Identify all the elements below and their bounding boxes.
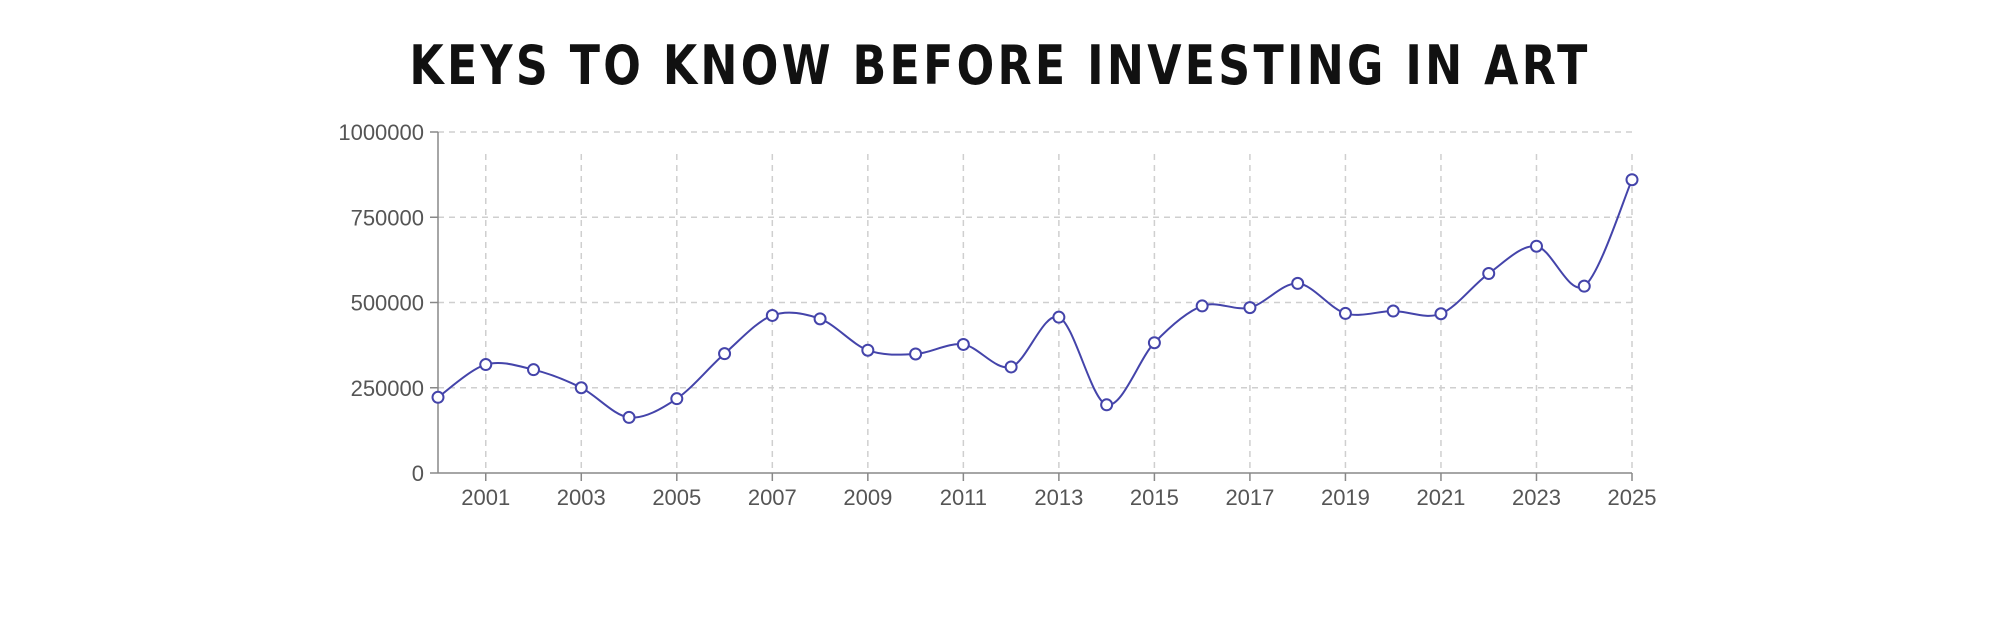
y-tick-label: 500000 [351,291,424,316]
series-line [437,179,1633,419]
data-point [1195,299,1209,313]
grid [438,131,1633,473]
data-point [479,358,493,372]
data-point [1004,360,1018,374]
series-layer [431,173,1639,424]
data-point [1529,239,1543,253]
data-point [431,390,445,404]
data-point [1625,173,1639,187]
x-tick-label: 2007 [748,485,797,510]
data-point [1338,306,1352,320]
x-tick-label: 2003 [557,485,606,510]
data-point [670,392,684,406]
x-tick-label: 2017 [1225,485,1274,510]
x-tick-label: 2025 [1608,485,1657,510]
chart-title: KEYS TO KNOW BEFORE INVESTING IN ART [409,34,1591,97]
data-point [1482,267,1496,281]
y-tick-label: 250000 [351,376,424,401]
x-tick-label: 2023 [1512,485,1561,510]
x-tick-label: 2015 [1130,485,1179,510]
data-point [1434,307,1448,321]
data-point [718,347,732,361]
data-point [574,381,588,395]
data-point [1577,279,1591,293]
x-tick-label: 2009 [843,485,892,510]
x-tick-label: 2013 [1034,485,1083,510]
data-point [909,347,923,361]
y-tick-label: 0 [412,461,424,486]
tick-labels: 0 250000 500000 750000 1000000 2001 2003 2005 20… [338,120,1656,510]
x-tick-label: 2005 [652,485,701,510]
data-point [1052,310,1066,324]
data-point [1100,398,1114,412]
data-point [813,312,827,326]
data-point [1291,276,1305,290]
x-tick-label: 2011 [940,485,987,510]
data-point [622,410,636,424]
axes [430,131,1633,481]
y-tick-label: 750000 [351,205,424,230]
x-tick-label: 2001 [461,485,510,510]
data-point [1243,301,1257,315]
data-point [1147,336,1161,350]
data-point [861,343,875,357]
data-point [765,308,779,322]
y-tick-label: 1000000 [338,120,424,145]
data-point [956,337,970,351]
x-tick-label: 2019 [1321,485,1370,510]
data-point [1386,304,1400,318]
data-point [527,363,541,377]
x-tick-label: 2021 [1416,485,1465,510]
